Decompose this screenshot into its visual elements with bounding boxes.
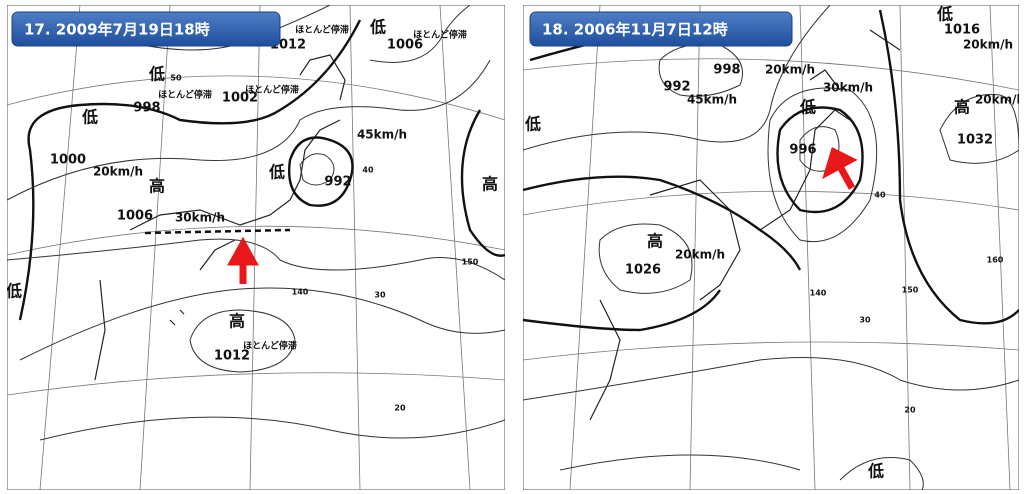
map-label: 20km/h: [93, 165, 143, 179]
map-label: 992: [663, 80, 690, 95]
map-label: 30: [374, 291, 386, 300]
map-label: 高: [229, 312, 245, 331]
map-label: 20km/h: [675, 248, 725, 262]
title-badge: 17. 2009年7月19日18時: [11, 11, 281, 47]
map-label: 20: [904, 406, 916, 415]
map-label: 1012: [214, 349, 250, 364]
map-label: 20km/h: [963, 38, 1013, 52]
map-label: 140: [292, 288, 309, 297]
map-label: 50: [170, 74, 182, 83]
map-label: ほとんど停滞: [413, 29, 467, 41]
map-label: 150: [902, 286, 919, 295]
map-label: ほとんど停滞: [245, 84, 299, 96]
map-label: 低: [148, 65, 165, 84]
map-label: 20: [394, 404, 406, 413]
map-label: 低: [936, 5, 953, 24]
map-label: 992: [324, 175, 351, 190]
map-label: 低: [268, 163, 285, 182]
map-label: 30km/h: [823, 81, 873, 95]
map-label: 30: [859, 316, 871, 325]
map-label: 高: [149, 177, 165, 196]
map-label: 1026: [625, 263, 661, 278]
map-label: 1002: [222, 91, 258, 106]
map-label: 低: [369, 18, 386, 37]
map-label: 高: [954, 98, 970, 117]
map-title: 18. 2006年11月7日12時: [542, 21, 728, 39]
map-label: 45km/h: [357, 128, 407, 142]
map-label: 20km/h: [765, 63, 815, 77]
map-label: 30km/h: [175, 211, 225, 225]
map-label: 40: [874, 191, 886, 200]
map-label: 140: [810, 289, 827, 298]
map-label: 高: [482, 175, 498, 194]
map-label: 1000: [50, 153, 86, 168]
map-label: 1006: [117, 209, 153, 224]
map-label: 1032: [957, 133, 993, 148]
map-label: ほとんど停滞: [295, 24, 349, 36]
map-label: 40: [362, 166, 374, 175]
map-label: 998: [713, 63, 740, 78]
map-label: 低: [867, 462, 884, 481]
map-label: 998: [133, 101, 160, 116]
map-label: 1006: [387, 38, 423, 53]
map-label: 低: [81, 108, 98, 127]
map-label: ほとんど停滞: [243, 340, 297, 352]
map-label: 低: [524, 115, 541, 134]
map-panel: 99899245km/h20km/h低101620km/h30km/h低996高…: [523, 5, 1024, 490]
map-label: 20km/h: [975, 93, 1024, 107]
map-label: 45km/h: [687, 93, 737, 107]
map-label: 低: [799, 98, 816, 117]
map-label: 1016: [944, 23, 980, 38]
map-label: 160: [987, 256, 1004, 265]
map-label: 150: [462, 258, 479, 267]
map-title: 17. 2009年7月19日18時: [24, 21, 210, 39]
map-label: 低: [5, 282, 22, 301]
map-label: 996: [789, 143, 816, 158]
map-label: ほとんど停滞: [158, 89, 212, 101]
map-label: 高: [647, 232, 663, 251]
title-badge: 18. 2006年11月7日12時: [529, 11, 793, 47]
